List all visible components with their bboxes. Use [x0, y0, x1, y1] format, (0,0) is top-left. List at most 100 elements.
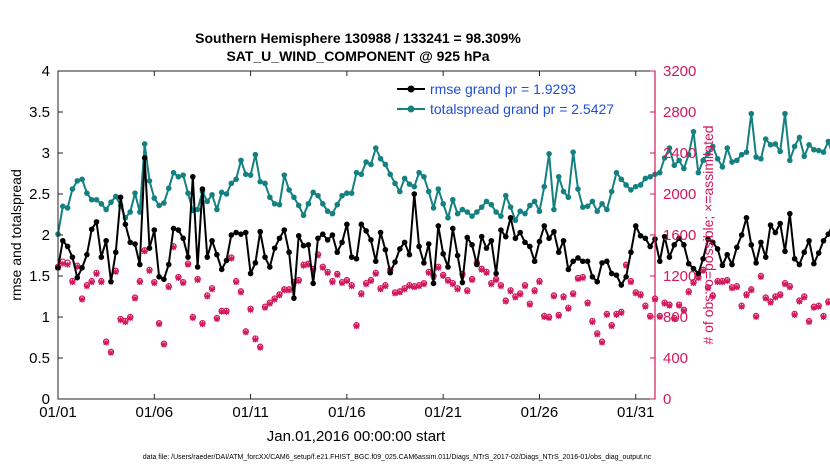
obs-assimilated-point	[464, 288, 471, 295]
obs-assimilated-point	[449, 281, 456, 288]
x-axis-label: Jan.01,2016 00:00:00 start	[267, 428, 446, 445]
spread-point	[806, 142, 812, 148]
spread-point	[734, 157, 740, 164]
rmse-point	[536, 238, 543, 245]
spread-point	[753, 154, 759, 160]
obs-assimilated-point	[204, 293, 211, 300]
obs-assimilated-point	[295, 278, 302, 285]
obs-assimilated-point	[290, 280, 297, 287]
spread-point	[507, 204, 514, 210]
obs-assimilated-point	[546, 315, 553, 322]
obs-assimilated-point	[444, 278, 451, 285]
y-left-tick-label: 2.5	[29, 186, 50, 203]
obs-assimilated-point	[690, 280, 697, 287]
rmse-point	[714, 246, 721, 252]
obs-assimilated-point	[83, 283, 90, 290]
rmse-point	[180, 235, 186, 242]
spread-point	[815, 147, 822, 154]
rmse-point	[348, 254, 355, 260]
spread-point	[151, 195, 158, 201]
x-tick-label: 01/21	[424, 404, 462, 421]
x-tick-label: 01/01	[39, 404, 77, 421]
y-left-tick-label: 0	[42, 391, 50, 408]
rmse-point	[146, 245, 153, 251]
rmse-point	[161, 276, 167, 283]
obs-assimilated-point	[743, 292, 750, 299]
spread-point	[165, 185, 172, 192]
spread-point	[502, 192, 509, 199]
spread-point	[782, 110, 788, 117]
rmse-point	[64, 243, 71, 250]
spread-point	[295, 202, 302, 209]
rmse-point	[247, 270, 254, 277]
rmse-point	[657, 258, 663, 265]
obs-assimilated-point	[767, 299, 774, 306]
obs-assimilated-point	[228, 255, 235, 262]
rmse-point	[449, 225, 456, 232]
rmse-point	[276, 235, 283, 242]
spread-point	[98, 201, 105, 207]
spread-point	[392, 180, 398, 187]
obs-assimilated-point	[594, 331, 601, 338]
obs-assimilated-point	[262, 304, 269, 311]
obs-assimilated-point	[286, 287, 293, 294]
rmse-point	[772, 229, 779, 236]
rmse-point	[324, 237, 331, 243]
spread-point	[787, 157, 793, 164]
spread-point	[127, 209, 134, 215]
obs-assimilated-point	[117, 317, 124, 324]
rmse-point	[815, 250, 822, 256]
spread-point	[570, 149, 576, 155]
x-tick-label: 01/11	[232, 404, 268, 421]
obs-assimilated-point	[483, 269, 490, 276]
spread-point	[319, 201, 326, 207]
y-left-tick-label: 4	[42, 63, 50, 80]
obs-assimilated-point	[406, 283, 413, 290]
rmse-point	[584, 258, 591, 265]
rmse-point	[93, 219, 100, 225]
obs-assimilated-point	[435, 264, 442, 271]
spread-point	[589, 198, 596, 205]
obs-assimilated-point	[507, 288, 514, 295]
spread-point	[758, 155, 764, 162]
rmse-point	[787, 210, 793, 217]
obs-assimilated-point	[801, 294, 808, 301]
spread-point	[430, 205, 437, 211]
obs-assimilated-point	[170, 244, 177, 251]
spread-point	[84, 190, 90, 196]
spread-point	[60, 203, 66, 210]
axis-ticks: 01/01 01/06 01/11 01/16 01/21 01/26 01/31 0 0.5 1…	[29, 63, 696, 421]
chart-subtitle: SAT_U_WIND_COMPONENT @ 925 hPa	[226, 48, 489, 64]
spread-point	[551, 206, 557, 213]
obs-assimilated-point	[310, 266, 317, 273]
legend-rmse-label: rmse grand pr = 1.9293	[430, 81, 576, 97]
rmse-point	[103, 237, 109, 244]
rmse-point	[743, 214, 750, 221]
rmse-point	[137, 261, 143, 268]
rmse-point	[199, 186, 206, 192]
chart-title: Southern Hemisphere 130988 / 133241 = 98…	[195, 30, 521, 46]
spread-point	[743, 149, 750, 155]
rmse-point	[214, 251, 220, 258]
spread-point	[406, 181, 413, 187]
rmse-point	[589, 274, 596, 280]
rmse-point	[671, 242, 678, 248]
rmse-point	[209, 237, 215, 244]
spread-point	[252, 151, 259, 158]
rmse-point	[729, 261, 735, 268]
y-right-tick-label: 800	[663, 309, 688, 326]
obs-assimilated-point	[141, 248, 148, 255]
spread-point	[387, 171, 394, 178]
rmse-point	[281, 227, 288, 233]
obs-assimilated-point	[825, 299, 830, 306]
spread-point	[584, 203, 591, 210]
spread-point	[238, 157, 244, 164]
spread-point	[628, 187, 634, 193]
rmse-point	[170, 225, 177, 232]
obs-assimilated-point	[233, 279, 240, 286]
spread-point	[291, 194, 297, 201]
obs-assimilated-point	[642, 303, 649, 310]
rmse-point	[647, 243, 653, 250]
rmse-point	[315, 235, 321, 242]
rmse-point	[608, 270, 615, 277]
